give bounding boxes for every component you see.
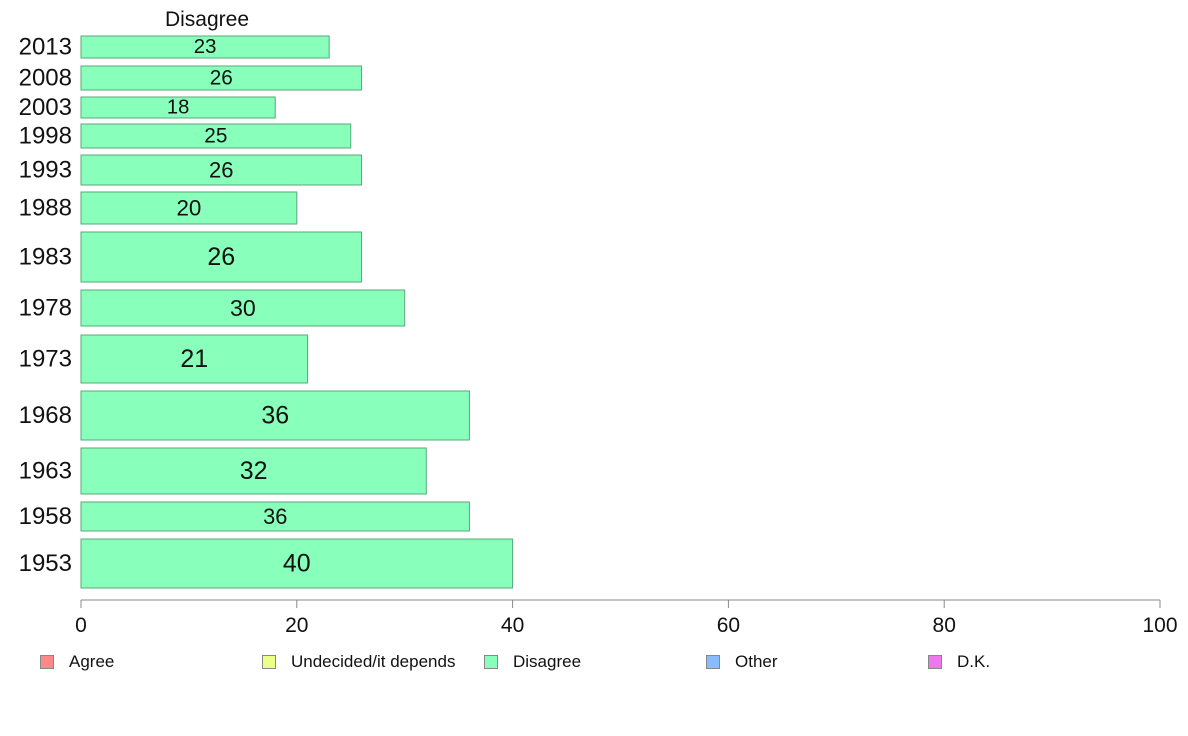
bar-1958	[80, 501, 470, 532]
bar-1963	[80, 447, 427, 495]
x-tick-label-0: 0	[75, 614, 87, 637]
x-tick-label-80: 80	[933, 614, 956, 637]
legend-label-agree: Agree	[69, 652, 115, 671]
x-tick-label-60: 60	[717, 614, 740, 637]
bar-value-label-1988: 20	[176, 196, 201, 221]
bar-1973	[80, 334, 309, 384]
bar-1988	[80, 191, 298, 225]
bar-value-label-1958: 36	[263, 504, 287, 529]
legend-label-disagree: Disagree	[513, 652, 582, 671]
legend-swatch-undecided	[262, 655, 276, 669]
bar-2003	[80, 96, 276, 119]
bar-value-label-2008: 26	[210, 67, 233, 90]
bar-2008	[80, 65, 363, 91]
legend-item-dk: D.K.	[928, 652, 990, 672]
legend-label-undecided: Undecided/it depends	[291, 652, 456, 671]
bars-group: 23 2013 26 2008 18 2003 25 1998 26 1993 20 1988 26 19…	[19, 34, 514, 589]
y-tick-label-1978: 1978	[19, 295, 72, 322]
y-tick-label-1993: 1993	[19, 157, 72, 184]
y-tick-label-2003: 2003	[19, 94, 72, 121]
y-tick-label-2008: 2008	[19, 65, 72, 92]
legend-swatch-disagree	[484, 655, 498, 669]
y-tick-label-1963: 1963	[19, 458, 72, 485]
bar-value-label-1968: 36	[261, 402, 289, 430]
legend-item-disagree: Disagree	[484, 652, 581, 672]
x-tick-label-20: 20	[285, 614, 308, 637]
bar-1998	[80, 123, 352, 149]
y-tick-label-1983: 1983	[19, 244, 72, 271]
legend-label-dk: D.K.	[957, 652, 991, 671]
bar-1953	[80, 538, 514, 589]
bar-1993	[80, 154, 363, 186]
legend-swatch-other	[706, 655, 720, 669]
y-tick-label-1953: 1953	[19, 550, 72, 577]
x-tick-label-40: 40	[501, 614, 524, 637]
bar-1968	[80, 390, 470, 441]
legend-item-other: Other	[706, 652, 778, 672]
bar-value-label-2013: 23	[194, 36, 217, 58]
y-tick-label-1988: 1988	[19, 195, 72, 222]
y-tick-label-1998: 1998	[19, 123, 72, 150]
legend-item-undecided: Undecided/it depends	[262, 652, 455, 672]
x-axis: 0 20 40 60 80 100	[75, 599, 1178, 637]
y-tick-label-1973: 1973	[19, 346, 72, 373]
legend: Agree Undecided/it depends Disagree Othe…	[0, 652, 1188, 676]
bar-value-label-2003: 18	[167, 97, 189, 119]
legend-item-agree: Agree	[40, 652, 114, 672]
legend-swatch-agree	[40, 655, 54, 669]
bar-value-label-1978: 30	[230, 295, 256, 321]
legend-swatch-dk	[928, 655, 942, 669]
bar-value-label-1998: 25	[204, 125, 227, 148]
y-tick-label-1968: 1968	[19, 402, 72, 429]
bar-1978	[80, 289, 406, 327]
bar-value-label-1973: 21	[180, 345, 208, 373]
bar-value-label-1963: 32	[240, 457, 268, 485]
y-tick-label-2013: 2013	[19, 34, 72, 61]
x-tick-label-100: 100	[1142, 614, 1177, 637]
chart-title: Disagree	[165, 8, 249, 31]
bar-value-label-1983: 26	[207, 243, 235, 271]
bar-value-label-1993: 26	[209, 158, 233, 183]
bar-2013	[80, 35, 330, 59]
bar-1983	[80, 231, 363, 283]
y-tick-label-1958: 1958	[19, 503, 72, 530]
bar-value-label-1953: 40	[283, 550, 311, 578]
legend-label-other: Other	[735, 652, 778, 671]
